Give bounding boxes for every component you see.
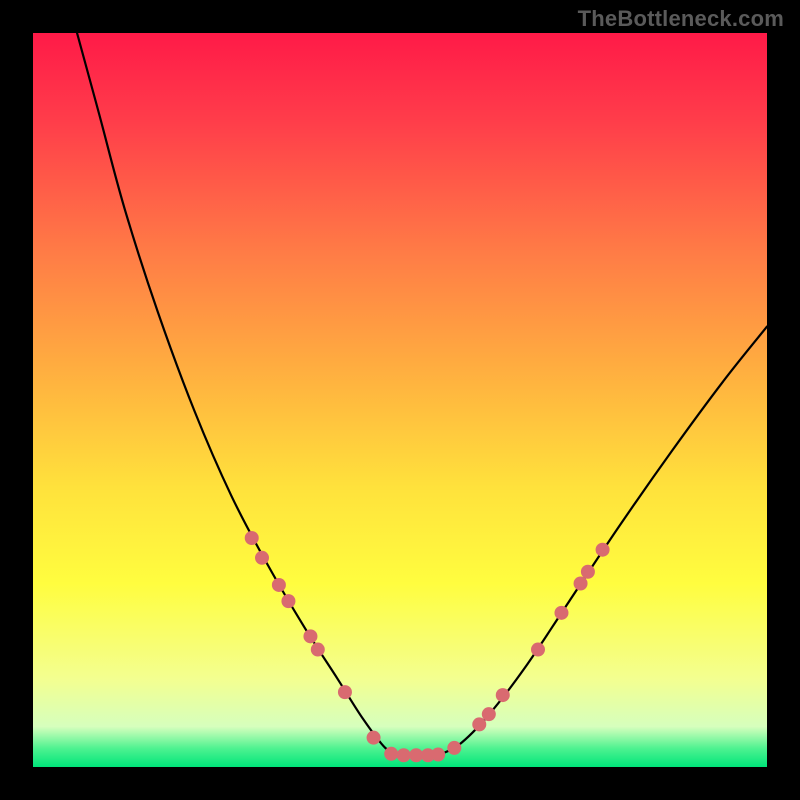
- marker-dot: [431, 748, 445, 762]
- marker-dot: [311, 643, 325, 657]
- marker-dot: [281, 594, 295, 608]
- watermark-text: TheBottleneck.com: [578, 6, 784, 32]
- marker-dot: [482, 707, 496, 721]
- marker-dot: [574, 577, 588, 591]
- marker-dot: [596, 543, 610, 557]
- marker-dot: [245, 531, 259, 545]
- marker-dot: [554, 606, 568, 620]
- chart-stage: TheBottleneck.com: [0, 0, 800, 800]
- marker-dot: [447, 741, 461, 755]
- marker-dot: [255, 551, 269, 565]
- chart-svg: [0, 0, 800, 800]
- marker-dot: [272, 578, 286, 592]
- marker-dot: [397, 748, 411, 762]
- marker-dot: [581, 565, 595, 579]
- marker-dot: [496, 688, 510, 702]
- marker-dot: [472, 717, 486, 731]
- marker-dot: [303, 629, 317, 643]
- marker-dot: [338, 685, 352, 699]
- gradient-background: [33, 33, 767, 767]
- marker-dot: [367, 731, 381, 745]
- marker-dot: [384, 747, 398, 761]
- marker-dot: [531, 643, 545, 657]
